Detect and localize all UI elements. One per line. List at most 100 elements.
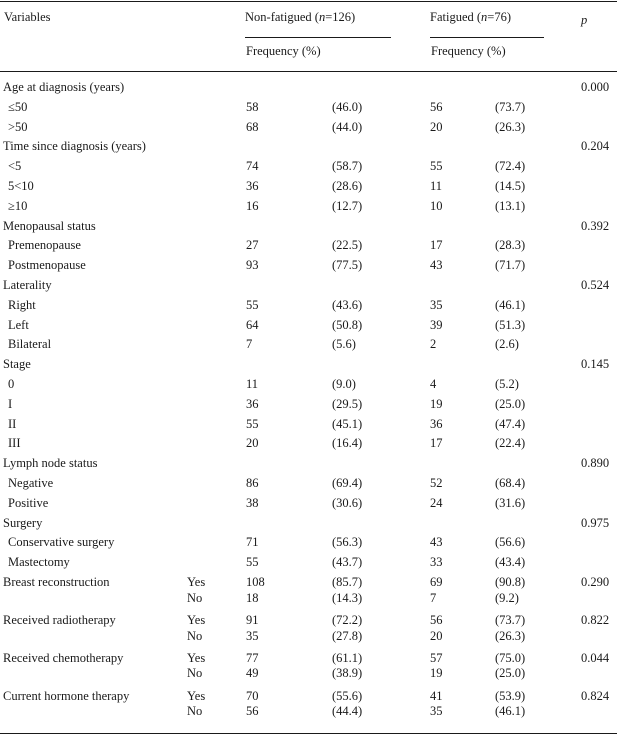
fatigued-count: 56 bbox=[430, 613, 443, 627]
fatigued-percent: (72.4) bbox=[495, 159, 526, 173]
fatigued-percent: (22.4) bbox=[495, 436, 526, 450]
nonfatigued-percent: (61.1) bbox=[332, 651, 363, 665]
nonfatigued-percent: (22.5) bbox=[332, 238, 363, 252]
category-label: Right bbox=[8, 298, 36, 312]
nonfatigued-percent: (58.7) bbox=[332, 159, 363, 173]
fatigued-percent: (46.1) bbox=[495, 298, 526, 312]
fatigued-count: 24 bbox=[430, 496, 443, 510]
variable-group-label: Menopausal status bbox=[3, 219, 96, 233]
fatigued-percent: (5.2) bbox=[495, 377, 519, 391]
fatigued-count: 20 bbox=[430, 629, 443, 643]
fatigued-count: 2 bbox=[430, 337, 437, 351]
fatigued-count: 17 bbox=[430, 436, 443, 450]
nonfatigued-count: 91 bbox=[246, 613, 259, 627]
nonfatigued-percent: (38.9) bbox=[332, 666, 363, 680]
p-value-header: p bbox=[581, 13, 588, 27]
fatigued-count: 69 bbox=[430, 575, 443, 589]
p-value: 0.524 bbox=[581, 278, 610, 292]
variable-group-label: Surgery bbox=[3, 516, 43, 530]
fatigued-percent: (53.9) bbox=[495, 689, 526, 703]
nonfatigued-percent: (44.4) bbox=[332, 704, 363, 718]
nonfatigued-percent: (12.7) bbox=[332, 199, 363, 213]
nonfatigued-percent: (72.2) bbox=[332, 613, 363, 627]
p-value: 0.890 bbox=[581, 456, 610, 470]
category-label: ≥10 bbox=[8, 199, 28, 213]
fatigued-percent: (71.7) bbox=[495, 258, 526, 272]
fatigued-percent: (73.7) bbox=[495, 100, 526, 114]
nonfatigued-count: 11 bbox=[246, 377, 259, 391]
p-value: 0.204 bbox=[581, 139, 610, 153]
fatigued-count: 57 bbox=[430, 651, 443, 665]
fatigued-frequency-header: Frequency (%) bbox=[431, 44, 506, 58]
nonfatigued-percent: (44.0) bbox=[332, 120, 363, 134]
fatigued-percent: (75.0) bbox=[495, 651, 526, 665]
fatigued-count: 41 bbox=[430, 689, 443, 703]
fatigued-percent: (2.6) bbox=[495, 337, 519, 351]
nonfatigued-percent: (85.7) bbox=[332, 575, 363, 589]
nonfatigued-percent: (46.0) bbox=[332, 100, 363, 114]
fatigued-count: 10 bbox=[430, 199, 443, 213]
category-label: Negative bbox=[8, 476, 54, 490]
fatigued-count: 17 bbox=[430, 238, 443, 252]
fatigued-count: 39 bbox=[430, 318, 443, 332]
p-value: 0.145 bbox=[581, 357, 610, 371]
nonfatigued-count: 74 bbox=[246, 159, 259, 173]
fatigued-percent: (14.5) bbox=[495, 179, 526, 193]
nonfatigued-percent: (28.6) bbox=[332, 179, 363, 193]
category-label: ≤50 bbox=[8, 100, 28, 114]
fatigued-percent: (43.4) bbox=[495, 555, 526, 569]
fatigued-percent: (9.2) bbox=[495, 591, 519, 605]
nonfatigued-count: 55 bbox=[246, 298, 259, 312]
fatigued-count: 55 bbox=[430, 159, 443, 173]
fatigued-percent: (25.0) bbox=[495, 397, 526, 411]
nonfatigued-count: 35 bbox=[246, 629, 259, 643]
p-value: 0.000 bbox=[581, 80, 610, 94]
no-label: No bbox=[187, 704, 203, 718]
variable-group-label: Lymph node status bbox=[3, 456, 98, 470]
nonfatigued-count: 49 bbox=[246, 666, 259, 680]
nonfatigued-percent: (45.1) bbox=[332, 417, 363, 431]
category-label: III bbox=[8, 436, 21, 450]
nonfatigued-percent: (30.6) bbox=[332, 496, 363, 510]
fatigued-percent: (73.7) bbox=[495, 613, 526, 627]
fatigued-count: 19 bbox=[430, 666, 443, 680]
table-bottom-rule bbox=[0, 733, 617, 734]
category-label: Premenopause bbox=[8, 238, 81, 252]
nonfatigued-header: Non-fatigued (n=126) bbox=[245, 10, 356, 24]
fatigued-percent: (46.1) bbox=[495, 704, 526, 718]
variable-group-label: Age at diagnosis (years) bbox=[3, 80, 125, 94]
no-label: No bbox=[187, 666, 203, 680]
nonfatigued-count: 70 bbox=[246, 689, 259, 703]
fatigued-percent: (90.8) bbox=[495, 575, 526, 589]
nonfatigued-percent: (29.5) bbox=[332, 397, 363, 411]
nonfatigued-count: 108 bbox=[246, 575, 265, 589]
variable-group-label: Stage bbox=[3, 357, 31, 371]
nonfatigued-percent: (16.4) bbox=[332, 436, 363, 450]
nonfatigued-count: 38 bbox=[246, 496, 259, 510]
fatigued-percent: (68.4) bbox=[495, 476, 526, 490]
variable-label: Received radiotherapy bbox=[3, 613, 116, 627]
no-label: No bbox=[187, 629, 203, 643]
nonfatigued-count: 93 bbox=[246, 258, 259, 272]
category-label: Postmenopause bbox=[8, 258, 86, 272]
yes-label: Yes bbox=[187, 575, 206, 589]
fatigued-percent: (28.3) bbox=[495, 238, 526, 252]
fatigued-count: 43 bbox=[430, 535, 443, 549]
nonfatigued-count: 18 bbox=[246, 591, 259, 605]
fatigued-percent: (13.1) bbox=[495, 199, 526, 213]
nonfatigued-percent: (27.8) bbox=[332, 629, 363, 643]
nonfatigued-count: 71 bbox=[246, 535, 259, 549]
yes-label: Yes bbox=[187, 613, 206, 627]
category-label: Mastectomy bbox=[8, 555, 70, 569]
p-value: 0.975 bbox=[581, 516, 610, 530]
nonfatigued-count: 16 bbox=[246, 199, 259, 213]
fatigued-percent: (51.3) bbox=[495, 318, 526, 332]
nonfatigued-count: 7 bbox=[246, 337, 253, 351]
nonfatigued-count: 55 bbox=[246, 417, 259, 431]
nonfatigued-count: 55 bbox=[246, 555, 259, 569]
fatigued-header: Fatigued (n=76) bbox=[430, 10, 512, 24]
nonfatigued-percent: (43.6) bbox=[332, 298, 363, 312]
variable-label: Current hormone therapy bbox=[3, 689, 130, 703]
table-top-rule bbox=[0, 1, 617, 2]
